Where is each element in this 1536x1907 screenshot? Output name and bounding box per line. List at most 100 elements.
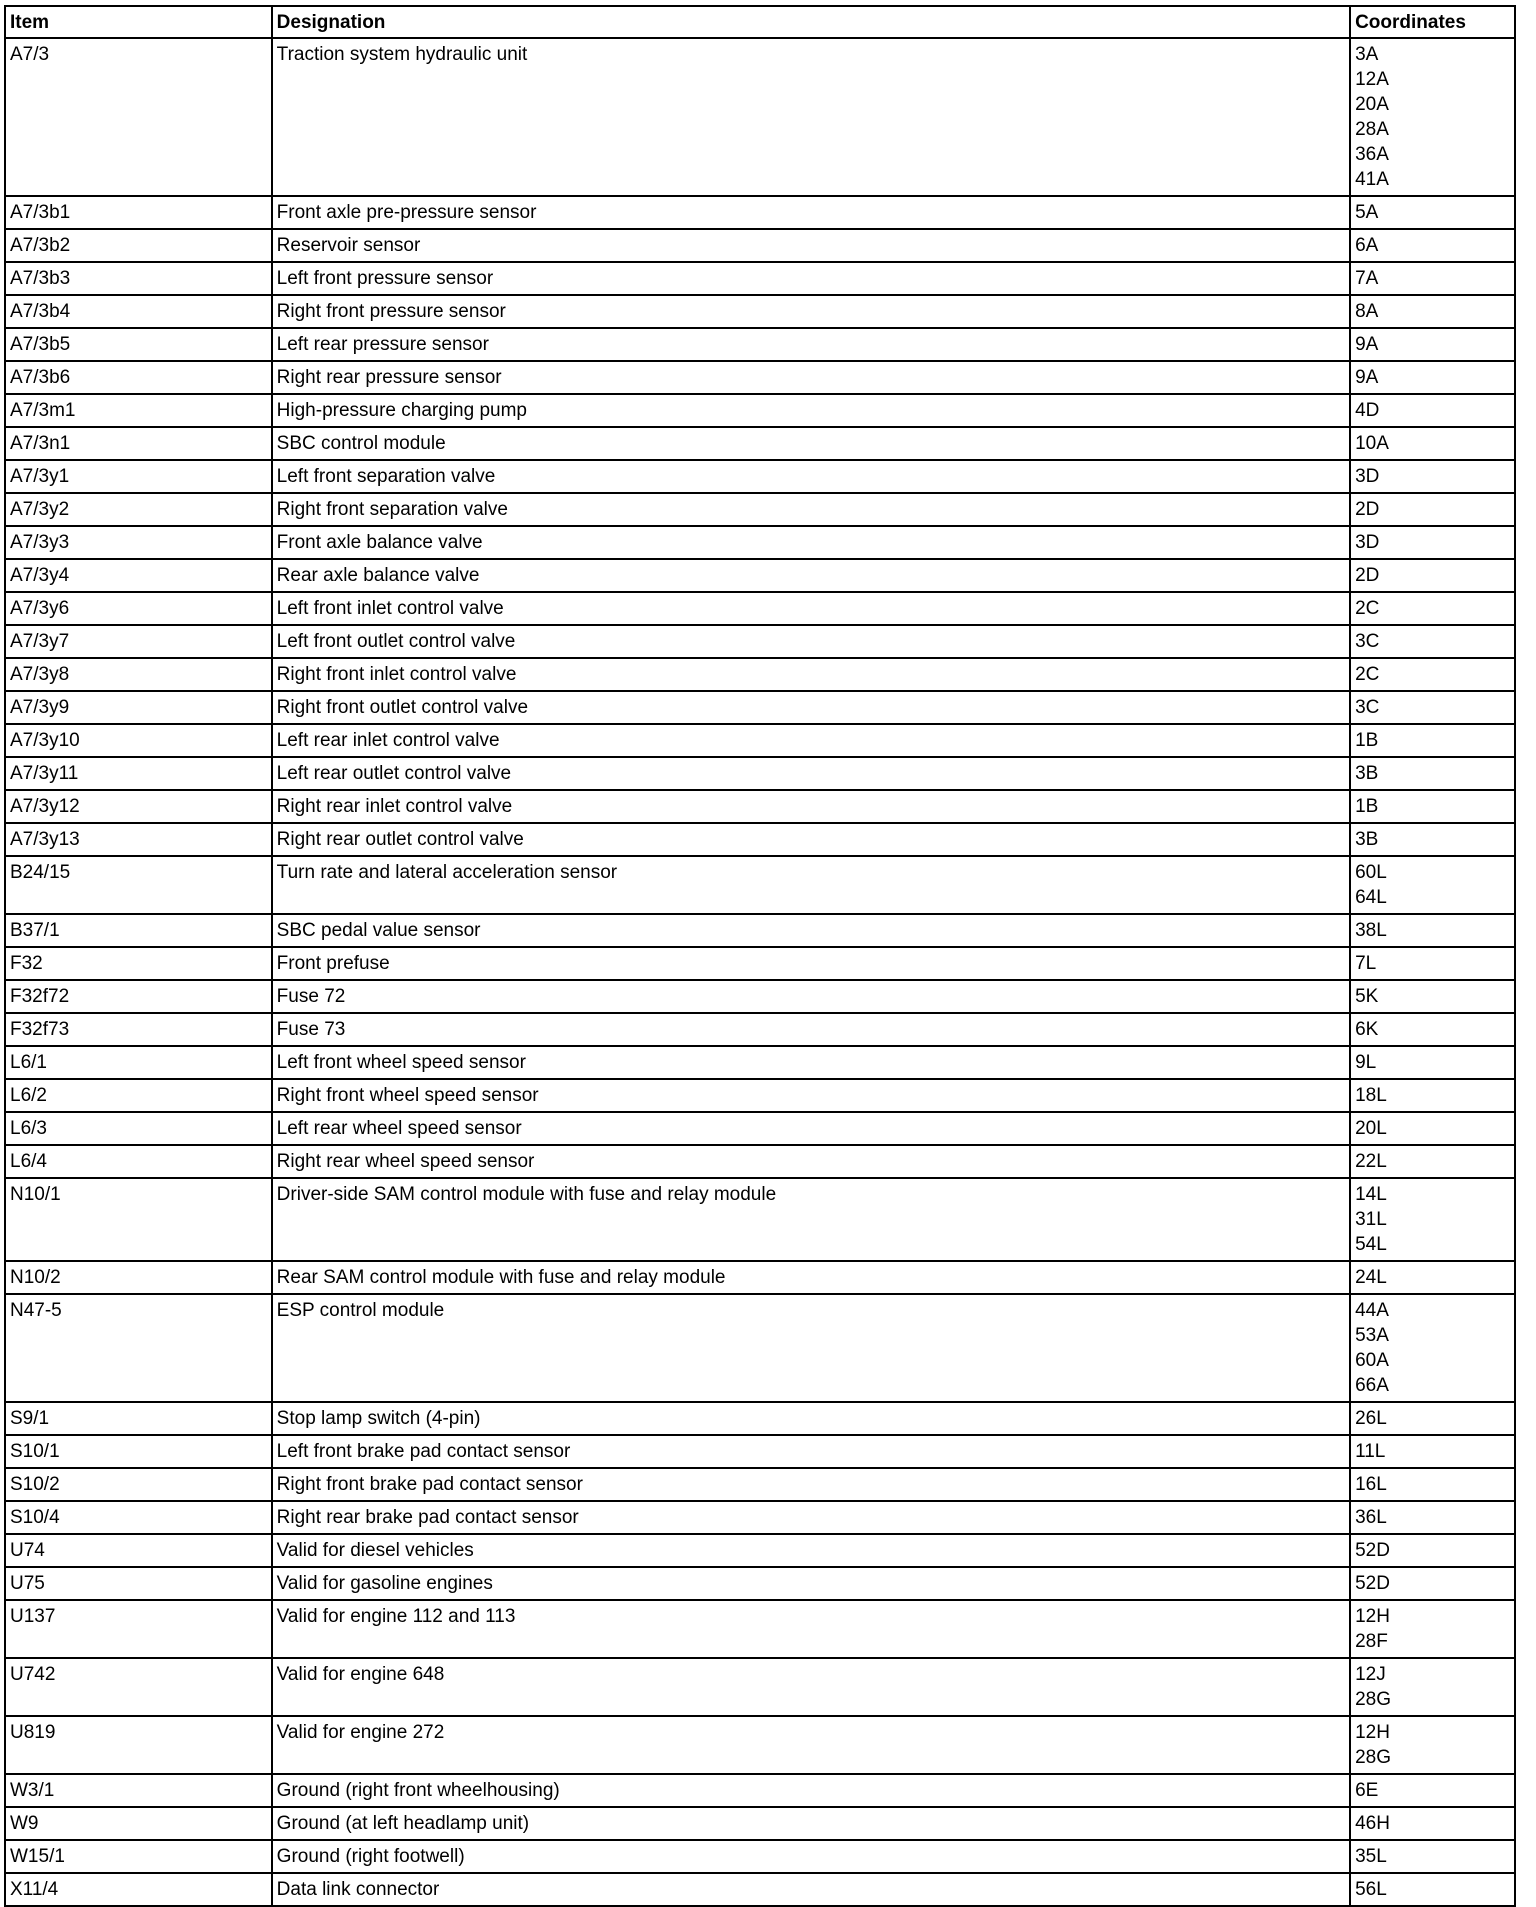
item-cell: U75 — [4, 1566, 273, 1601]
table-row: N10/2 Rear SAM control module with fuse a… — [4, 1260, 1516, 1295]
item-cell: B37/1 — [4, 913, 273, 948]
designation-cell: High-pressure charging pump — [270, 393, 1352, 428]
coordinate-value: 12J — [1355, 1664, 1386, 1685]
coordinate-value: 3B — [1355, 829, 1379, 850]
item-cell: W15/1 — [4, 1839, 273, 1874]
designation-cell: Stop lamp switch (4-pin) — [270, 1401, 1352, 1436]
coordinate-value: 1B — [1355, 730, 1379, 751]
designation-cell: SBC pedal value sensor — [270, 913, 1352, 948]
item-cell: A7/3n1 — [4, 426, 273, 461]
designation-cell: Data link connector — [270, 1872, 1352, 1907]
coordinate-value: 5A — [1355, 202, 1379, 223]
designation-cell: Driver-side SAM control module with fuse… — [270, 1177, 1352, 1262]
item-cell: U74 — [4, 1533, 273, 1568]
item-cell: W9 — [4, 1806, 273, 1841]
coordinate-value: 44A — [1355, 1300, 1389, 1321]
coordinates-cell: 4D — [1349, 393, 1516, 428]
table-row: S9/1 Stop lamp switch (4-pin) 26L — [4, 1401, 1516, 1436]
coordinate-value: 3D — [1355, 466, 1380, 487]
designation-cell: ESP control module — [270, 1293, 1352, 1403]
coordinate-value: 31L — [1355, 1209, 1387, 1230]
designation-cell: Valid for engine 272 — [270, 1715, 1352, 1775]
designation-cell: Right front outlet control valve — [270, 690, 1352, 725]
coordinate-value: 28G — [1355, 1689, 1391, 1710]
table-row: B24/15 Turn rate and lateral acceleration… — [4, 855, 1516, 915]
coordinate-value: 46H — [1355, 1813, 1390, 1834]
coordinates-cell: 22L — [1349, 1144, 1516, 1179]
header-coordinates: Coordinates — [1349, 5, 1516, 39]
coordinate-value: 28G — [1355, 1747, 1391, 1768]
coordinate-value: 12H — [1355, 1722, 1390, 1743]
coordinates-cell: 2C — [1349, 657, 1516, 692]
coordinates-cell: 12H 28F — [1349, 1599, 1516, 1659]
designation-cell: Ground (at left headlamp unit) — [270, 1806, 1352, 1841]
coordinates-cell: 2D — [1349, 558, 1516, 593]
coordinates-cell: 60L 64L — [1349, 855, 1516, 915]
coordinates-cell: 38L — [1349, 913, 1516, 948]
coordinates-cell: 9A — [1349, 360, 1516, 395]
coordinates-cell: 26L — [1349, 1401, 1516, 1436]
table-row: U819 Valid for engine 272 12H 28G — [4, 1715, 1516, 1775]
table-row: S10/1 Left front brake pad contact sensor… — [4, 1434, 1516, 1469]
table-row: W9 Ground (at left headlamp unit) 46H — [4, 1806, 1516, 1841]
table-row: A7/3b6 Right rear pressure sensor 9A — [4, 360, 1516, 395]
item-cell: A7/3y3 — [4, 525, 273, 560]
table-row: U75 Valid for gasoline engines 52D — [4, 1566, 1516, 1601]
designation-cell: Left front pressure sensor — [270, 261, 1352, 296]
item-cell: A7/3y2 — [4, 492, 273, 527]
coordinate-value: 28A — [1355, 119, 1389, 140]
table-row: F32f73 Fuse 73 6K — [4, 1012, 1516, 1047]
designation-cell: Front axle pre-pressure sensor — [270, 195, 1352, 230]
designation-cell: Valid for engine 112 and 113 — [270, 1599, 1352, 1659]
coordinate-value: 36L — [1355, 1507, 1387, 1528]
coordinate-value: 2D — [1355, 565, 1380, 586]
table-row: L6/3 Left rear wheel speed sensor 20L — [4, 1111, 1516, 1146]
table-row: A7/3b1 Front axle pre-pressure sensor 5A — [4, 195, 1516, 230]
table-row: A7/3y1 Left front separation valve 3D — [4, 459, 1516, 494]
coordinates-cell: 24L — [1349, 1260, 1516, 1295]
table-row: W15/1 Ground (right footwell) 35L — [4, 1839, 1516, 1874]
designation-cell: Valid for diesel vehicles — [270, 1533, 1352, 1568]
coordinate-value: 56L — [1355, 1879, 1387, 1900]
coordinates-cell: 14L 31L 54L — [1349, 1177, 1516, 1262]
item-cell: A7/3y1 — [4, 459, 273, 494]
coordinates-cell: 3D — [1349, 459, 1516, 494]
table-row: A7/3b2 Reservoir sensor 6A — [4, 228, 1516, 263]
coordinate-value: 8A — [1355, 301, 1379, 322]
coordinate-value: 3C — [1355, 631, 1380, 652]
coordinate-value: 16L — [1355, 1474, 1387, 1495]
coordinate-value: 2C — [1355, 598, 1380, 619]
designation-cell: Left rear inlet control valve — [270, 723, 1352, 758]
item-cell: U819 — [4, 1715, 273, 1775]
coordinate-value: 9A — [1355, 334, 1379, 355]
table-row: N47-5 ESP control module 44A 53A 60A 66A — [4, 1293, 1516, 1403]
designation-cell: Left front wheel speed sensor — [270, 1045, 1352, 1080]
coordinates-cell: 3B — [1349, 822, 1516, 857]
table-row: S10/2 Right front brake pad contact senso… — [4, 1467, 1516, 1502]
designation-cell: Right front wheel speed sensor — [270, 1078, 1352, 1113]
coordinate-value: 12A — [1355, 69, 1389, 90]
table-row: L6/1 Left front wheel speed sensor 9L — [4, 1045, 1516, 1080]
coordinate-value: 38L — [1355, 920, 1387, 941]
table-row: A7/3y13 Right rear outlet control valve 3B — [4, 822, 1516, 857]
coordinate-value: 60L — [1355, 862, 1387, 883]
coordinates-cell: 36L — [1349, 1500, 1516, 1535]
item-cell: A7/3y6 — [4, 591, 273, 626]
coordinate-value: 6E — [1355, 1780, 1379, 1801]
table-row: L6/2 Right front wheel speed sensor 18L — [4, 1078, 1516, 1113]
coordinate-value: 6A — [1355, 235, 1379, 256]
coordinates-cell: 5A — [1349, 195, 1516, 230]
table-row: A7/3y8 Right front inlet control valve 2C — [4, 657, 1516, 692]
coordinates-cell: 9A — [1349, 327, 1516, 362]
designation-cell: Left front brake pad contact sensor — [270, 1434, 1352, 1469]
item-cell: A7/3y12 — [4, 789, 273, 824]
coordinate-value: 36A — [1355, 144, 1389, 165]
item-cell: F32f73 — [4, 1012, 273, 1047]
item-cell: A7/3y10 — [4, 723, 273, 758]
designation-cell: Right front pressure sensor — [270, 294, 1352, 329]
designation-cell: Left front inlet control valve — [270, 591, 1352, 626]
coordinates-cell: 1B — [1349, 789, 1516, 824]
item-cell: A7/3b4 — [4, 294, 273, 329]
coordinate-value: 24L — [1355, 1267, 1387, 1288]
coordinate-value: 22L — [1355, 1151, 1387, 1172]
